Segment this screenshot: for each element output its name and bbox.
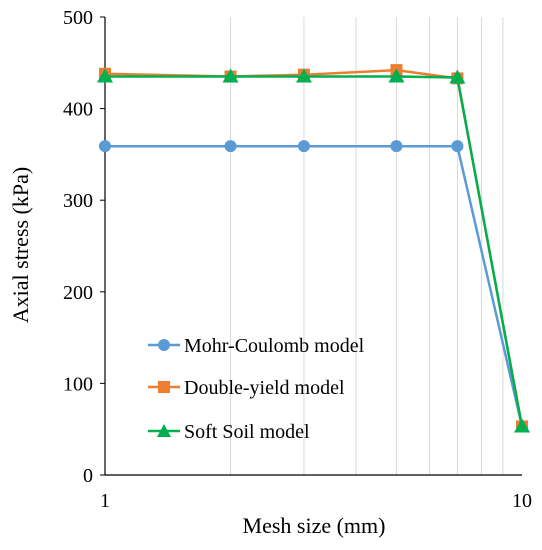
x-tick-label-1: 1 [100,490,110,512]
series-line-soft-soil-model [105,75,524,427]
point-soft-soil-model-2 [295,68,312,83]
y-tick-label-500: 500 [63,7,93,29]
point-soft-soil-model-5 [514,418,530,433]
y-tick-label-300: 300 [63,190,93,212]
point-soft-soil-model-1 [222,68,239,83]
series-group [97,64,530,433]
y-tick-label-400: 400 [63,99,93,121]
legend-marker-double-yield [158,381,170,393]
legend-label-mohr-coulomb: Mohr-Coulomb model [184,335,365,357]
legend-item-mohr-coulomb: Mohr-Coulomb model [148,335,365,357]
axes [100,16,522,476]
legend-item-soft-soil: Soft Soil model [148,421,310,443]
point-soft-soil-model-4 [449,69,466,84]
x-axis-title: Mesh size (mm) [243,513,386,538]
point-mohr-coulomb-model-3 [390,140,403,153]
point-mohr-coulomb-model-4 [451,140,464,153]
y-tick-label-100: 100 [63,373,93,395]
tick-labels: 0 100 200 300 400 500 1 10 [63,7,532,512]
y-tick-label-200: 200 [63,282,93,304]
point-soft-soil-model-0 [97,68,113,83]
legend: Mohr-Coulomb model Double-yield model So… [148,335,365,443]
point-mohr-coulomb-model-0 [99,140,111,153]
y-tick-label-0: 0 [83,465,93,487]
legend-item-double-yield: Double-yield model [148,377,345,399]
legend-label-soft-soil: Soft Soil model [184,421,310,443]
grid [230,17,504,475]
legend-marker-mohr-coulomb [158,339,170,351]
x-tick-label-10: 10 [512,490,532,512]
y-axis-title: Axial stress (kPa) [8,167,33,323]
series-line-double-yield-model [104,68,524,427]
point-soft-soil-model-3 [388,68,405,83]
series-line-mohr-coulomb-model [105,144,524,427]
legend-label-double-yield: Double-yield model [184,377,345,399]
point-mohr-coulomb-model-1 [224,140,237,153]
point-mohr-coulomb-model-2 [297,140,310,153]
legend-marker-soft-soil [157,424,171,437]
